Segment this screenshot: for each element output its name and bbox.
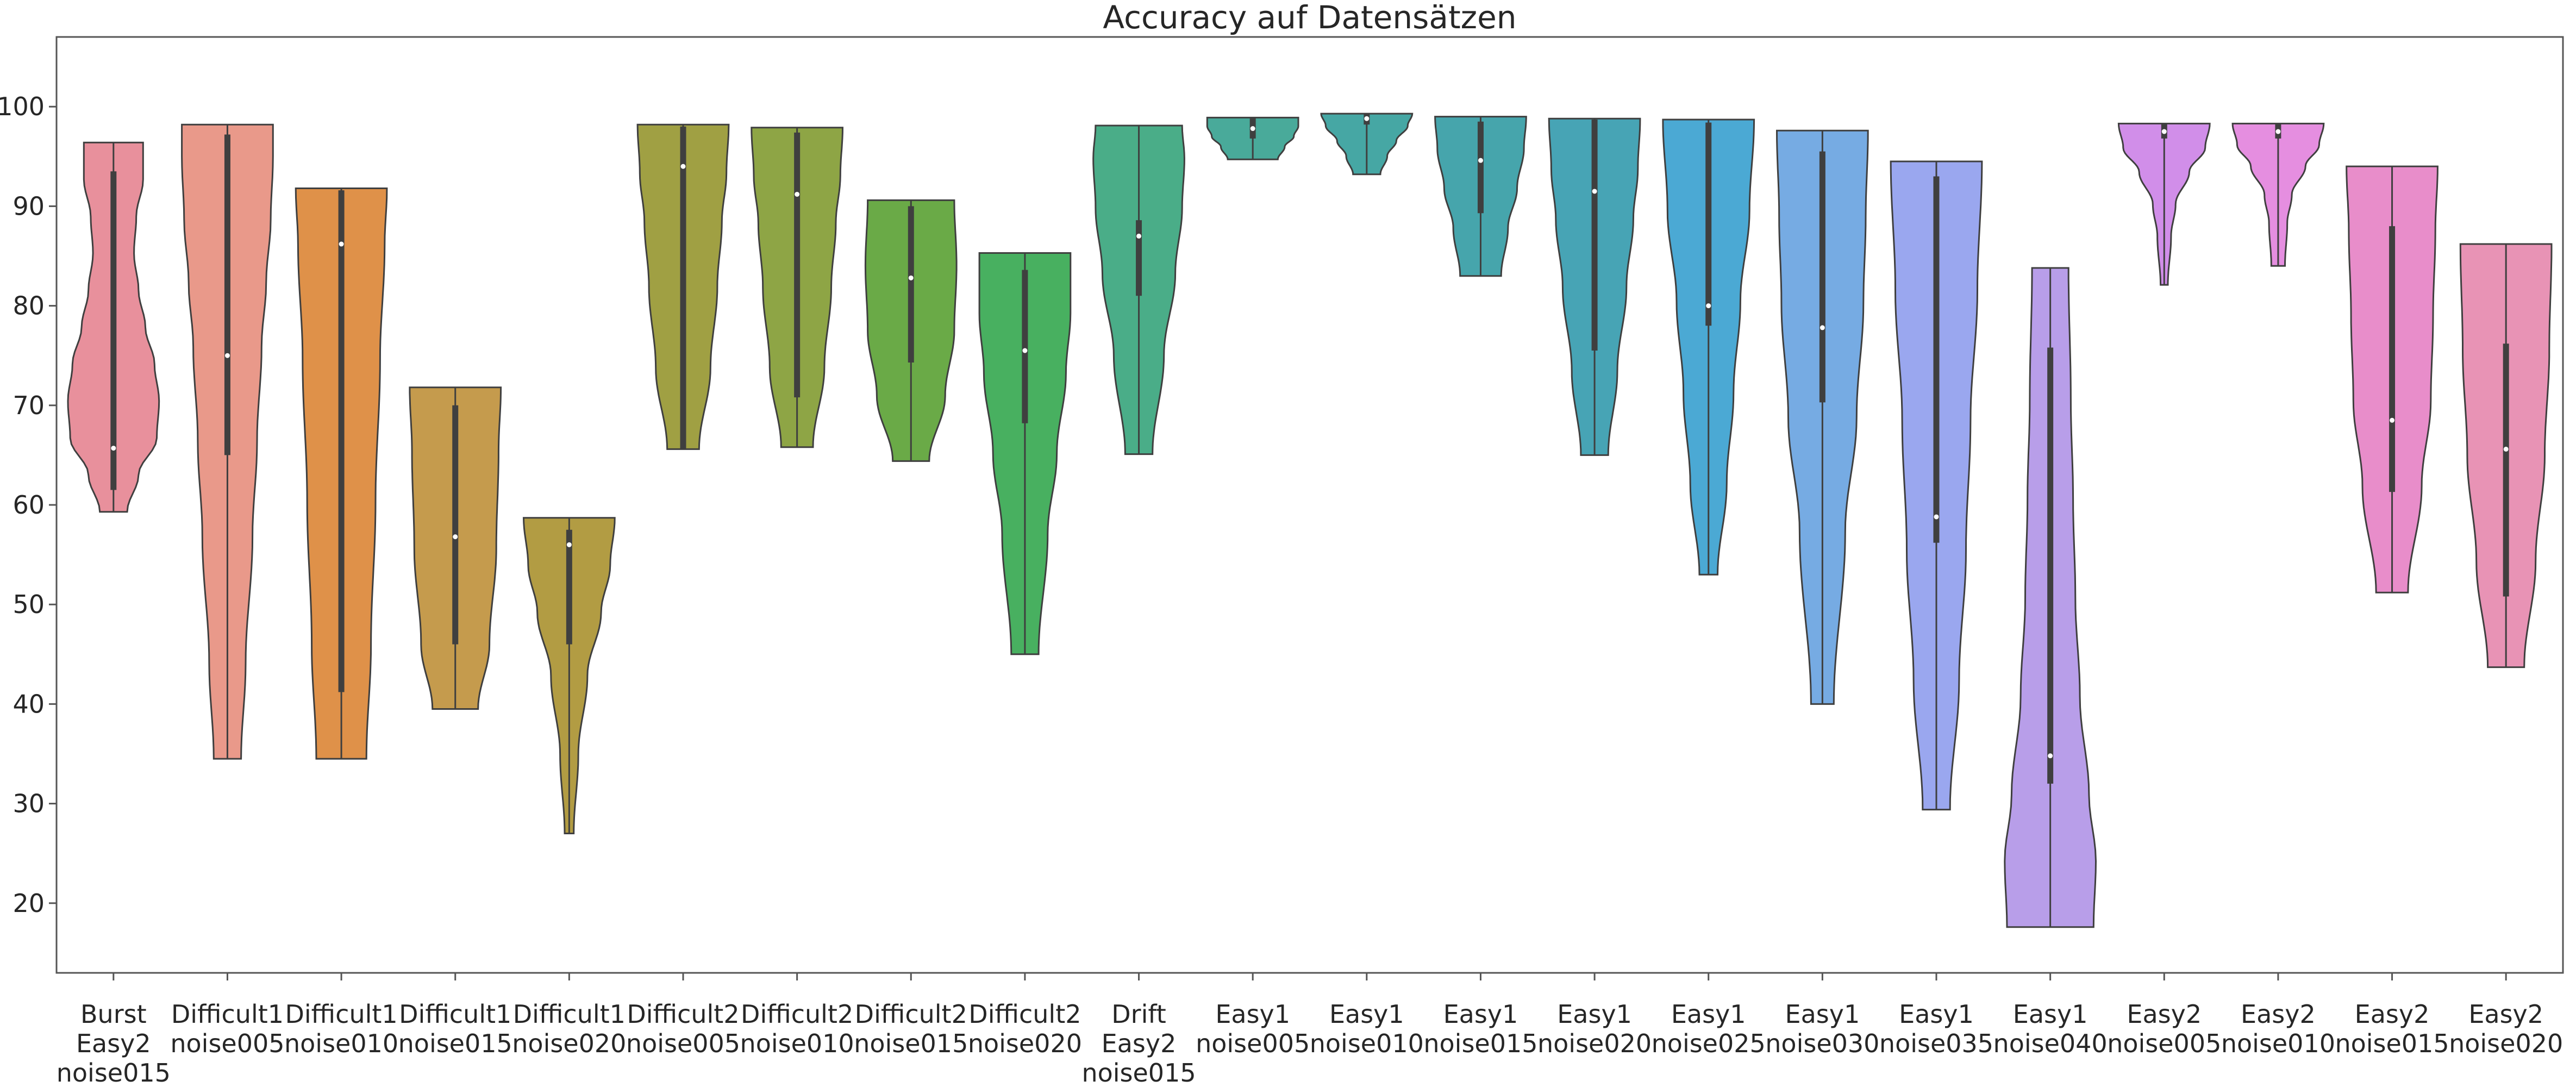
- x-tick-label: Burst Easy2 noise015: [57, 999, 171, 1087]
- y-axis: 20 30 40 50 60 70 80 90 100: [0, 92, 57, 918]
- violin-median: [111, 446, 116, 451]
- x-tick-label: Easy1 noise005: [1196, 999, 1310, 1058]
- violin-median: [2503, 446, 2509, 452]
- violin-median: [1022, 348, 1028, 353]
- x-tick-label: Easy2 noise005: [2107, 999, 2221, 1058]
- y-tick-label: 100: [0, 92, 45, 121]
- x-tick-label: Easy1 noise030: [1765, 999, 1879, 1058]
- y-tick-label: 60: [12, 490, 45, 520]
- x-tick-label: Difficult2 noise020: [968, 999, 1082, 1058]
- violin-median: [339, 241, 344, 247]
- x-tick-label: Difficult1 noise010: [284, 999, 398, 1058]
- chart-title: Accuracy auf Datensätzen: [1103, 0, 1516, 36]
- violin-median: [1478, 158, 1483, 163]
- violin-median: [1364, 116, 1370, 121]
- x-tick-label: Difficult1 noise020: [512, 999, 626, 1058]
- violin-median: [566, 542, 572, 547]
- x-tick-label: Easy1 noise020: [1537, 999, 1652, 1058]
- x-tick-label: Easy2 noise015: [2335, 999, 2449, 1058]
- violin-median: [224, 353, 230, 358]
- x-tick-label: Difficult1 noise005: [170, 999, 284, 1058]
- y-tick-label: 40: [12, 689, 45, 719]
- violin-median: [908, 275, 914, 280]
- violin-median: [795, 191, 800, 197]
- plot-frame: [55, 36, 2564, 974]
- x-tick-label: Easy2 noise010: [2221, 999, 2335, 1058]
- violin-group: [67, 113, 2553, 928]
- x-tick-label: Easy2 noise020: [2449, 999, 2563, 1058]
- y-tick-label: 70: [12, 391, 45, 420]
- x-tick-label: Drift Easy2 noise015: [1081, 999, 1196, 1087]
- violin-median: [453, 534, 458, 540]
- violin-median: [2161, 129, 2167, 134]
- x-tick-label: Easy1 noise015: [1423, 999, 1537, 1058]
- y-tick-label: 20: [12, 889, 45, 918]
- x-tick-label: Easy1 noise040: [1993, 999, 2108, 1058]
- violin-median: [2390, 417, 2395, 423]
- violin-median: [1592, 189, 1597, 194]
- x-tick-label: Difficult2 noise010: [740, 999, 854, 1058]
- x-tick-label: Easy1 noise010: [1310, 999, 1424, 1058]
- y-tick-label: 30: [12, 789, 45, 819]
- violin-median: [2275, 129, 2281, 134]
- x-tick-label: Difficult2 noise005: [626, 999, 740, 1058]
- violin-median: [1820, 325, 1825, 330]
- y-tick-label: 50: [12, 590, 45, 619]
- x-tick-label: Difficult1 noise015: [398, 999, 512, 1058]
- violin-median: [680, 164, 686, 169]
- x-tick-label: Difficult2 noise015: [854, 999, 968, 1058]
- y-tick-label: 90: [12, 191, 45, 221]
- violin-median: [2048, 753, 2053, 759]
- y-tick-label: 80: [12, 291, 45, 321]
- violin-median: [1934, 514, 1939, 520]
- violin-median: [1706, 303, 1711, 309]
- x-tick-label: Easy1 noise025: [1652, 999, 1766, 1058]
- x-tick-label: Easy1 noise035: [1879, 999, 1993, 1058]
- violin-median: [1136, 233, 1142, 239]
- violin-median: [1250, 126, 1255, 132]
